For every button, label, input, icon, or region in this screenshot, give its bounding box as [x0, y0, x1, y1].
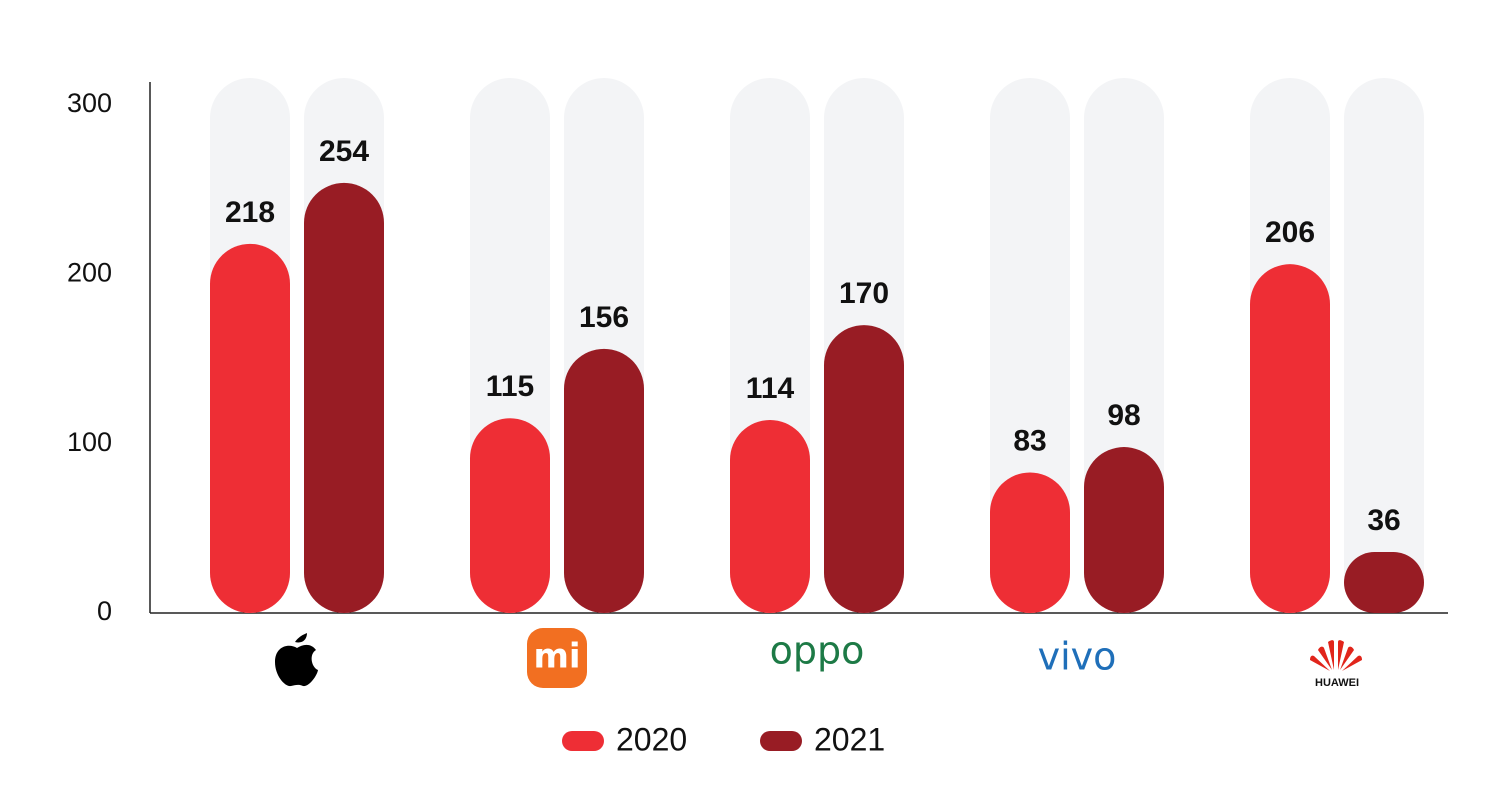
data-label: 36: [1367, 504, 1400, 537]
bar: [1250, 264, 1330, 613]
data-label: 254: [319, 135, 369, 168]
legend-swatch: [760, 731, 802, 751]
data-label: 206: [1265, 216, 1315, 249]
apple-logo: [275, 633, 318, 687]
x-tick-label: mi: [533, 637, 580, 677]
y-tick-label: 100: [67, 427, 112, 457]
bars: 218 254 115 156 114 170 83 98 206 36: [210, 78, 1424, 614]
data-label: 156: [579, 301, 629, 334]
bar-background: [1344, 78, 1424, 613]
x-tick-label: HUAWEI: [1315, 677, 1359, 689]
bar: [564, 348, 644, 613]
bar: [304, 182, 384, 614]
data-label: 83: [1013, 424, 1046, 457]
x-tick-label: oppo: [770, 629, 865, 673]
y-tick-label: 200: [67, 257, 112, 287]
legend: 2020 2021: [562, 721, 885, 757]
mi-logo: [527, 628, 587, 688]
data-label: 98: [1107, 399, 1140, 432]
x-tick-label: vivo: [1038, 635, 1117, 679]
data-label: 170: [839, 277, 889, 310]
bar: [210, 243, 290, 613]
data-label: 115: [486, 370, 534, 403]
data-label: 218: [225, 196, 275, 229]
bar: [990, 472, 1070, 613]
y-tick-label: 300: [67, 88, 112, 118]
bar: [1084, 447, 1164, 613]
bar: [1344, 552, 1424, 613]
y-tick-label: 0: [97, 596, 112, 626]
legend-swatch: [562, 731, 604, 751]
bar: [470, 418, 550, 613]
bar: [824, 325, 904, 613]
legend-label: 2020: [616, 721, 687, 757]
bar: [730, 419, 810, 613]
data-label: 114: [746, 372, 795, 405]
huawei-logo: [1310, 640, 1362, 671]
legend-label: 2021: [814, 721, 885, 757]
